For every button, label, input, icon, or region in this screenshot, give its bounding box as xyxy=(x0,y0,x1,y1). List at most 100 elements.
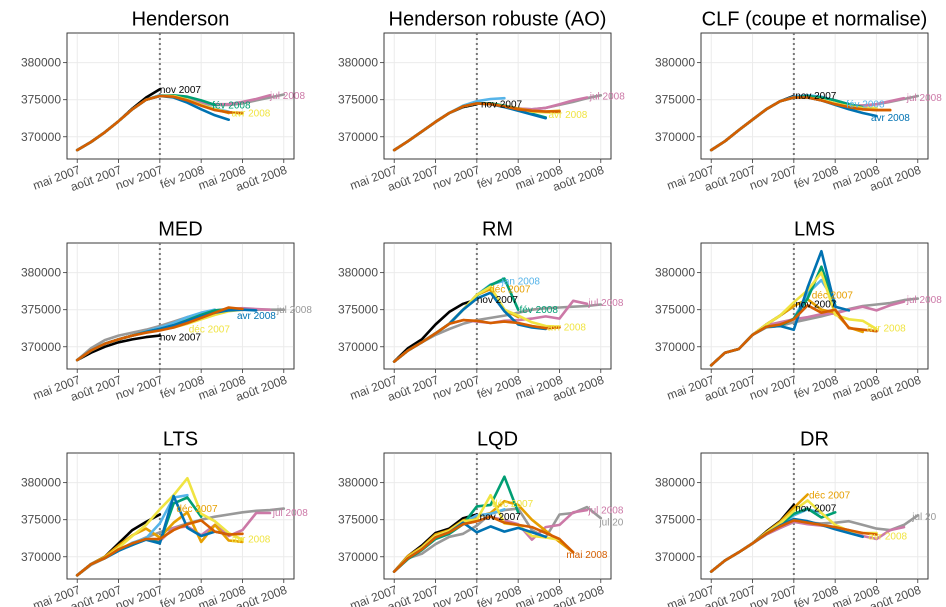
series-end-label: fév 2008 xyxy=(520,305,559,316)
series-line-black xyxy=(392,297,479,363)
y-tick-label: 375000 xyxy=(21,93,61,107)
y-tick-label: 370000 xyxy=(21,130,61,144)
series-end-label: jul 2008 xyxy=(589,92,625,103)
series-line-vermillion xyxy=(709,303,878,367)
plot-border xyxy=(66,32,295,160)
series-end-label: déc 2007 xyxy=(176,504,218,515)
plot-border xyxy=(700,452,929,580)
series-end-label: nov 2007 xyxy=(795,299,837,310)
panel-title: CLF (coupe et normalise) xyxy=(702,8,928,30)
panel-title: DR xyxy=(800,428,829,450)
series-line-black xyxy=(75,334,162,362)
y-tick-label: 370000 xyxy=(655,340,695,354)
plot-border xyxy=(66,452,295,580)
y-tick-label: 370000 xyxy=(338,340,378,354)
y-tick-label: 380000 xyxy=(21,266,61,280)
series-end-label: déc 2007 xyxy=(809,491,851,502)
panel-title: LMS xyxy=(794,218,835,240)
series-end-label: jul 2008 xyxy=(906,295,942,306)
series-line-vermillion xyxy=(392,515,575,573)
series-end-label: avr 2008 xyxy=(871,113,910,124)
y-tick-label: 370000 xyxy=(655,550,695,564)
plot-border xyxy=(700,242,929,370)
plot-border xyxy=(700,32,929,160)
y-tick-label: 380000 xyxy=(655,476,695,490)
series-end-label: jul 2008 xyxy=(906,93,942,104)
series-end-label: jul 20 xyxy=(598,517,623,528)
plot-area xyxy=(66,242,295,370)
plot-border xyxy=(383,242,612,370)
series-end-label: nov 2007 xyxy=(795,91,837,102)
series-line-vermillion xyxy=(392,318,561,363)
y-tick-label: 370000 xyxy=(21,340,61,354)
panel-title: Henderson xyxy=(132,8,230,30)
series-end-label: déc 2007 xyxy=(489,284,531,295)
y-tick-label: 380000 xyxy=(338,56,378,70)
y-tick-label: 375000 xyxy=(21,513,61,527)
series-end-label: nov 2007 xyxy=(480,512,522,523)
plot-border xyxy=(383,452,612,580)
y-tick-label: 375000 xyxy=(655,303,695,317)
y-tick-label: 375000 xyxy=(21,303,61,317)
series-end-label: jul 2008 xyxy=(587,506,623,517)
y-tick-label: 370000 xyxy=(655,130,695,144)
y-tick-label: 375000 xyxy=(338,513,378,527)
series-end-label: avr 2008 xyxy=(548,110,587,121)
series-end-label: nov 2007 xyxy=(477,295,519,306)
series-end-label: fév 2008 xyxy=(212,100,251,111)
y-tick-label: 380000 xyxy=(338,476,378,490)
y-tick-label: 380000 xyxy=(655,266,695,280)
y-tick-label: 380000 xyxy=(21,476,61,490)
plot-border xyxy=(66,242,295,370)
panel-title: Henderson robuste (AO) xyxy=(389,8,607,30)
y-tick-label: 375000 xyxy=(655,513,695,527)
series-end-label: nov 2007 xyxy=(481,100,523,111)
plot-area xyxy=(383,452,612,580)
series-end-label: jan 2008 xyxy=(501,276,541,287)
panel-title: MED xyxy=(158,218,202,240)
series-end-label: déc 2007 xyxy=(189,324,231,335)
y-tick-label: 380000 xyxy=(655,56,695,70)
series-end-label: mai 2008 xyxy=(566,550,608,561)
series-end-label: fév 2008 xyxy=(846,100,885,111)
series-end-label: déc 2007 xyxy=(812,290,854,301)
series-end-label: avr 2008 xyxy=(237,311,276,322)
panel-3: CLF (coupe et normalise) 370000 375000 3800… xyxy=(655,8,942,194)
plot-area xyxy=(383,32,612,160)
series-end-label: déc 2007 xyxy=(492,499,534,510)
plot-border xyxy=(383,32,612,160)
y-tick-label: 370000 xyxy=(338,130,378,144)
y-tick-label: 370000 xyxy=(21,550,61,564)
series-end-label: avr 2008 xyxy=(868,532,907,543)
series-end-label: avr 2008 xyxy=(547,322,586,333)
y-tick-label: 375000 xyxy=(338,303,378,317)
series-line-vermillion xyxy=(75,306,244,362)
y-tick-label: 380000 xyxy=(21,56,61,70)
series-end-label: jul 2008 xyxy=(272,508,308,519)
series-end-label: jul 20 xyxy=(911,512,936,523)
series-end-label: nov 2007 xyxy=(160,333,202,344)
series-end-label: avr 2008 xyxy=(867,324,906,335)
series-end-label: avr 2008 xyxy=(231,109,270,120)
y-tick-label: 375000 xyxy=(655,93,695,107)
series-end-label: nov 2007 xyxy=(160,85,202,96)
series-end-label: jul 2008 xyxy=(587,298,623,309)
series-line-vermillion xyxy=(392,102,561,152)
series-end-label: nov 2007 xyxy=(795,503,837,514)
series-end-label: avr 2008 xyxy=(231,534,270,545)
panel-title: LTS xyxy=(163,428,198,450)
plot-area xyxy=(700,452,929,580)
series-end-label: jul 2008 xyxy=(276,305,312,316)
series-line-vermillion xyxy=(75,519,244,577)
series-line-vermillion xyxy=(709,96,892,152)
panel-title: LQD xyxy=(477,428,518,450)
y-tick-label: 380000 xyxy=(338,266,378,280)
y-tick-label: 375000 xyxy=(338,93,378,107)
panel-title: RM xyxy=(482,218,513,240)
series-line-vermillion xyxy=(709,519,878,573)
